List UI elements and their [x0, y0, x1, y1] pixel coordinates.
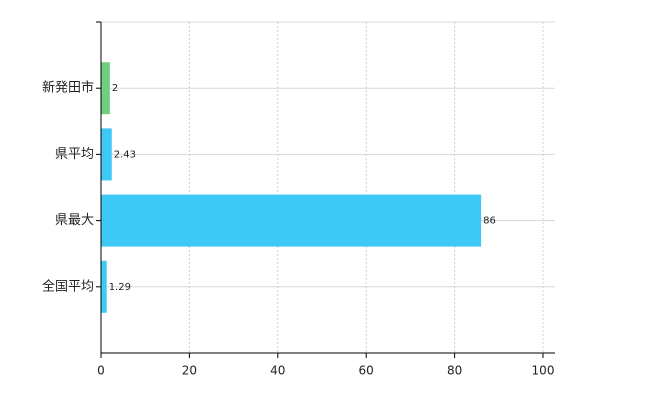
x-tick-label: 80 — [447, 364, 462, 378]
x-tick-label: 20 — [182, 364, 197, 378]
x-tick-label: 40 — [270, 364, 285, 378]
y-tick-label: 県平均 — [55, 147, 94, 162]
y-tick-label: 全国平均 — [42, 278, 94, 294]
x-tick-label: 60 — [359, 364, 374, 378]
bar — [101, 260, 107, 313]
value-label: 2 — [112, 83, 118, 94]
bar — [101, 62, 110, 115]
bar — [101, 128, 112, 181]
x-tick-label: 0 — [97, 364, 105, 378]
y-tick-label: 県最大 — [55, 213, 94, 228]
value-label: 1.29 — [109, 282, 131, 293]
bar — [101, 194, 482, 247]
value-label: 86 — [483, 216, 496, 227]
y-tick-label: 新発田市 — [42, 80, 94, 96]
value-label: 2.43 — [114, 149, 136, 160]
x-tick-label: 100 — [532, 364, 555, 378]
